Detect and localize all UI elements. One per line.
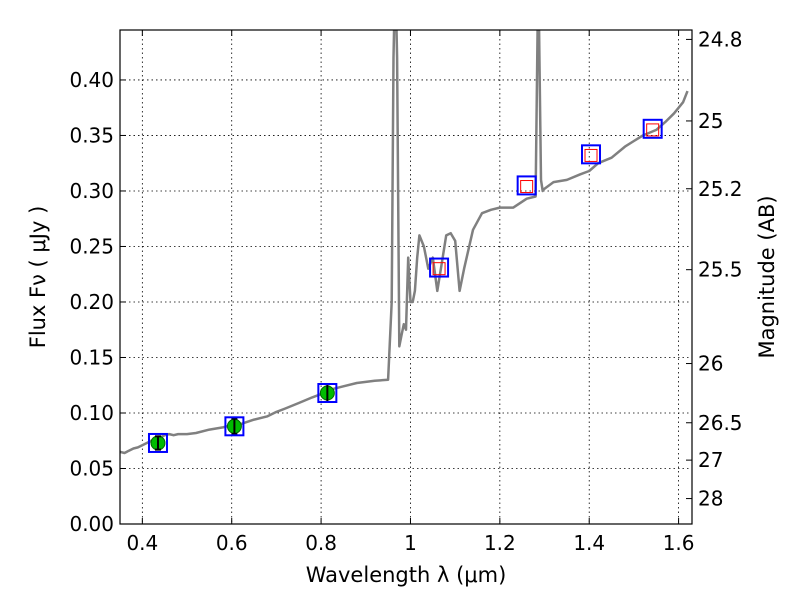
y2-tick-label: 25.5 — [698, 258, 743, 282]
y-axis: 0.00 0.05 0.10 0.15 0.20 0.25 0.30 0.35 0.40 — [69, 68, 126, 536]
series-layer — [120, 30, 689, 455]
x-axis-label: Wavelength λ (μm) — [306, 563, 507, 587]
y2-tick-label: 25.2 — [698, 177, 743, 201]
y2-axis: 24.8 25 25.2 25.5 26 26.5 27 28 — [686, 27, 743, 511]
model-point — [581, 144, 602, 165]
red-open-point — [520, 180, 534, 194]
y-tick-label: 0.40 — [69, 68, 114, 92]
y-tick-label: 0.20 — [69, 290, 114, 314]
x-tick-label: 1.4 — [573, 531, 605, 555]
x-tick-label: 0.4 — [126, 531, 158, 555]
model-point — [429, 257, 450, 278]
y2-axis-label: Magnitude (AB) — [755, 195, 779, 358]
y2-tick-label: 24.8 — [698, 27, 743, 51]
y-tick-label: 0.25 — [69, 234, 114, 258]
x-axis: 0.4 0.6 0.8 1 1.2 1.4 1.6 — [126, 30, 695, 555]
red-open-point — [432, 262, 446, 276]
x-tick-label: 1.6 — [663, 531, 695, 555]
x-tick-label: 0.8 — [305, 531, 337, 555]
y2-tick-label: 25 — [698, 109, 723, 133]
y-tick-label: 0.00 — [69, 512, 114, 536]
y2-tick-label: 26.5 — [698, 411, 743, 435]
model-point — [317, 383, 338, 404]
series-clip-group — [120, 30, 689, 455]
model-point — [642, 118, 663, 139]
spectrum-line — [120, 30, 689, 455]
x-tick-label: 0.6 — [216, 531, 248, 555]
y2-tick-label: 28 — [698, 487, 723, 511]
y-tick-label: 0.05 — [69, 456, 114, 480]
y-tick-label: 0.10 — [69, 401, 114, 425]
y-tick-label: 0.15 — [69, 345, 114, 369]
model-point — [516, 175, 537, 196]
red-open-point — [584, 148, 598, 162]
red-open-point — [646, 123, 660, 137]
plot-frame — [119, 29, 693, 525]
y-tick-label: 0.35 — [69, 123, 114, 147]
y2-tick-label: 26 — [698, 352, 723, 376]
model-point — [147, 432, 168, 453]
x-tick-label: 1 — [404, 531, 417, 555]
y2-tick-label: 27 — [698, 448, 723, 472]
y-axis-label: Flux Fν ( μJy ) — [26, 206, 50, 349]
x-tick-label: 1.2 — [484, 531, 516, 555]
model-point — [224, 416, 245, 437]
y-tick-label: 0.30 — [69, 179, 114, 203]
